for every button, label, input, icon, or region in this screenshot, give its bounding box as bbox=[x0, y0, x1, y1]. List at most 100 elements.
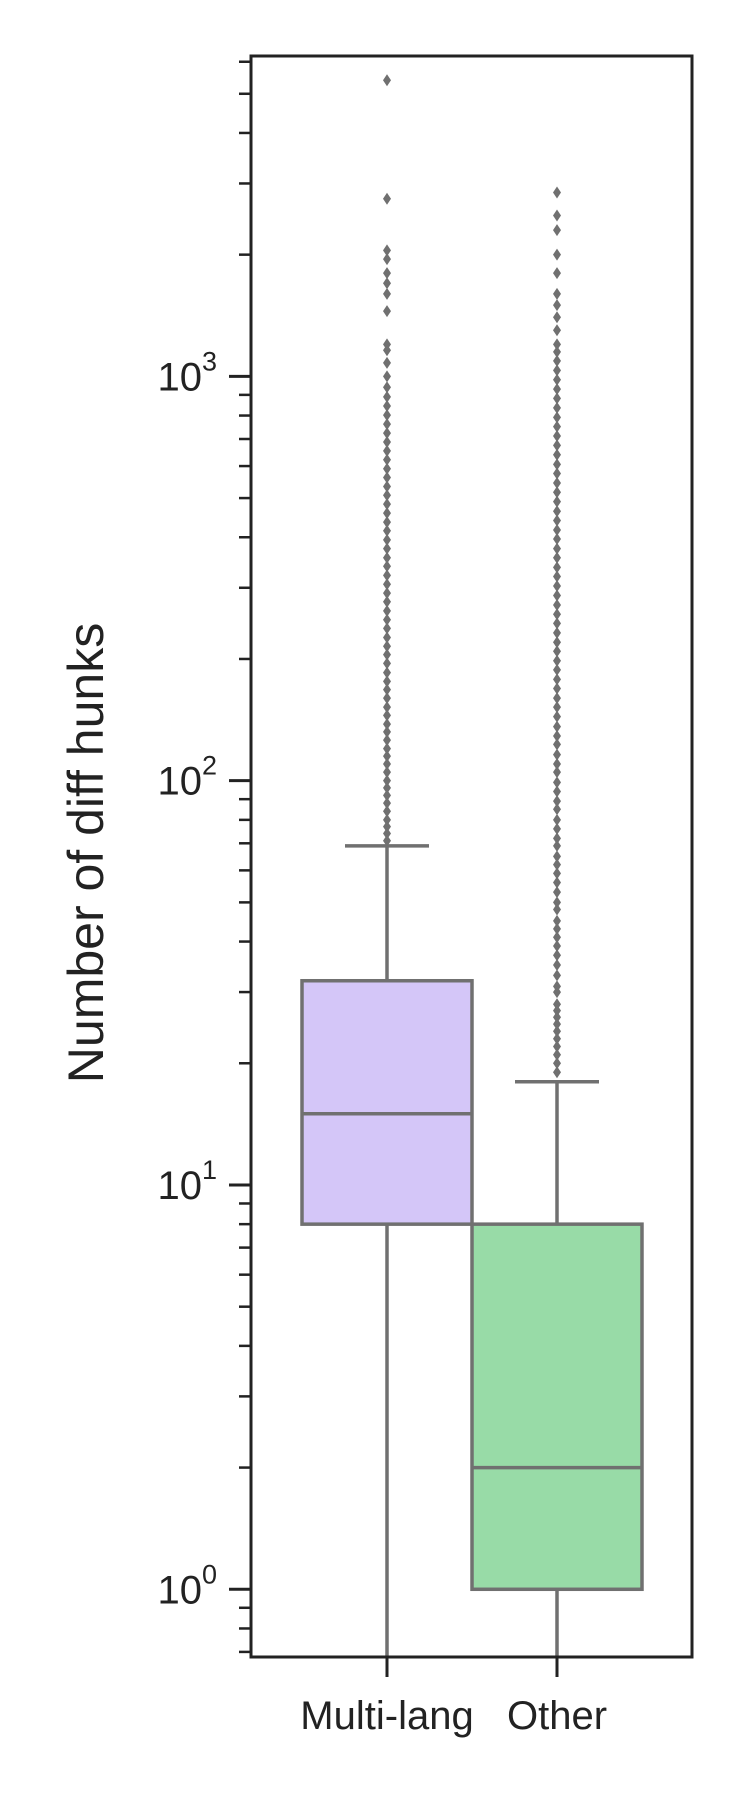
y-axis-title: Number of diff hunks bbox=[58, 623, 114, 1083]
outlier-point bbox=[553, 998, 561, 1011]
outlier-point bbox=[383, 471, 391, 484]
outlier-point bbox=[553, 505, 561, 518]
outlier-point bbox=[553, 813, 561, 826]
outlier-point bbox=[553, 299, 561, 312]
outlier-point bbox=[553, 645, 561, 658]
outlier-point bbox=[553, 364, 561, 377]
y-tick-base: 10 bbox=[157, 355, 202, 399]
outlier-point bbox=[383, 399, 391, 412]
outlier-point bbox=[553, 903, 561, 916]
outlier-point bbox=[383, 287, 391, 300]
outlier-point bbox=[553, 439, 561, 452]
outlier-point bbox=[383, 718, 391, 731]
outlier-point bbox=[383, 74, 391, 87]
outlier-point bbox=[553, 354, 561, 367]
outlier-point bbox=[383, 757, 391, 770]
outlier-point bbox=[553, 1025, 561, 1038]
outlier-point bbox=[553, 287, 561, 300]
outlier-point bbox=[383, 834, 391, 847]
outlier-point bbox=[383, 789, 391, 802]
outlier-point bbox=[553, 1066, 561, 1079]
outlier-point bbox=[553, 949, 561, 962]
outlier-point bbox=[553, 959, 561, 972]
outlier-point bbox=[553, 980, 561, 993]
outlier-point bbox=[553, 383, 561, 396]
outlier-point bbox=[553, 922, 561, 935]
outlier-point bbox=[553, 626, 561, 639]
outlier-point bbox=[383, 542, 391, 555]
outlier-point bbox=[383, 683, 391, 696]
outlier-point bbox=[553, 608, 561, 621]
box-multi-lang bbox=[300, 74, 474, 1657]
x-axis: Multi-lang Other bbox=[300, 1657, 607, 1738]
outlier-point bbox=[553, 345, 561, 358]
outlier-point bbox=[553, 551, 561, 564]
outlier-point bbox=[553, 701, 561, 714]
outlier-point bbox=[383, 640, 391, 653]
outlier-point bbox=[383, 587, 391, 600]
outlier-point bbox=[383, 709, 391, 722]
outlier-point bbox=[383, 551, 391, 564]
outlier-point bbox=[383, 418, 391, 431]
outlier-point bbox=[383, 453, 391, 466]
outlier-point bbox=[553, 324, 561, 337]
outlier-point bbox=[553, 617, 561, 630]
outlier-point bbox=[553, 523, 561, 536]
box-other bbox=[470, 186, 644, 1657]
outlier-point bbox=[553, 876, 561, 889]
outlier-point bbox=[383, 657, 391, 670]
outlier-point bbox=[383, 578, 391, 591]
outlier-point bbox=[553, 850, 561, 863]
x-tick-label: Multi-lang bbox=[300, 1694, 473, 1738]
outlier-point bbox=[553, 224, 561, 237]
outlier-point bbox=[553, 533, 561, 546]
outlier-point bbox=[553, 654, 561, 667]
outlier-point bbox=[383, 631, 391, 644]
outlier-point bbox=[553, 931, 561, 944]
outlier-point bbox=[383, 725, 391, 738]
outlier-point bbox=[383, 409, 391, 422]
outlier-point bbox=[383, 734, 391, 747]
outlier-point bbox=[553, 896, 561, 909]
outlier-point bbox=[553, 858, 561, 871]
outlier-point bbox=[383, 533, 391, 546]
outlier-point bbox=[553, 467, 561, 480]
outlier-point bbox=[553, 458, 561, 471]
outlier-point bbox=[383, 192, 391, 205]
outlier-point bbox=[553, 430, 561, 443]
outlier-point bbox=[553, 561, 561, 574]
outlier-point bbox=[553, 710, 561, 723]
outlier-point bbox=[553, 682, 561, 695]
outlier-point bbox=[553, 914, 561, 927]
outlier-point bbox=[383, 516, 391, 529]
outlier-point bbox=[553, 411, 561, 424]
outlier-point bbox=[553, 969, 561, 982]
plot-frame bbox=[249, 54, 694, 1659]
outlier-point bbox=[553, 720, 561, 733]
y-tick-label: 100 bbox=[157, 1559, 217, 1612]
y-tick-label: 102 bbox=[157, 751, 217, 804]
outlier-point bbox=[553, 209, 561, 222]
outlier-point bbox=[383, 560, 391, 573]
outlier-point bbox=[383, 498, 391, 511]
outlier-point bbox=[553, 248, 561, 261]
y-tick-exponent: 0 bbox=[202, 1559, 217, 1589]
outlier-point bbox=[383, 622, 391, 635]
outlier-point bbox=[553, 748, 561, 761]
outlier-point bbox=[553, 738, 561, 751]
outlier-point bbox=[553, 1004, 561, 1017]
outlier-point bbox=[553, 311, 561, 324]
outlier-point bbox=[553, 839, 561, 852]
box-iqr bbox=[470, 1222, 644, 1592]
outlier-point bbox=[553, 1040, 561, 1053]
outlier-point bbox=[383, 462, 391, 475]
outlier-point bbox=[553, 580, 561, 593]
outlier-point bbox=[383, 253, 391, 266]
outlier-point bbox=[553, 673, 561, 686]
outlier-point bbox=[383, 524, 391, 537]
outlier-point bbox=[553, 1057, 561, 1070]
outlier-point bbox=[383, 813, 391, 826]
outlier-point bbox=[383, 277, 391, 290]
